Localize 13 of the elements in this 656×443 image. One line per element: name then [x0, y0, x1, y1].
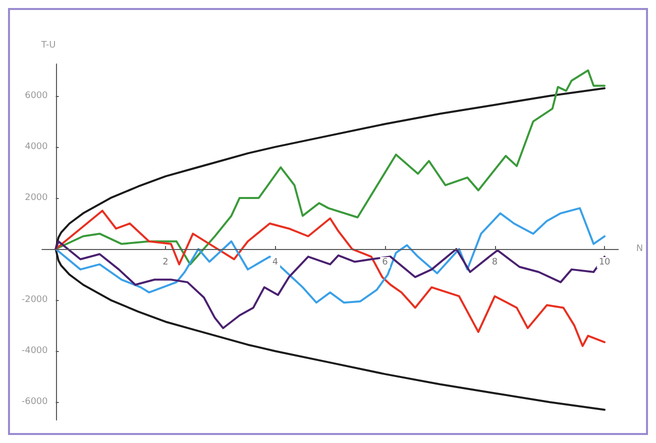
y-axis-title: T-U — [40, 40, 56, 50]
y-tick-label: -4000 — [22, 346, 48, 356]
y-tick-label: -2000 — [22, 295, 48, 306]
x-tick-label: 10 — [598, 258, 611, 268]
x-tick-label: 4 — [272, 258, 278, 268]
y-tick-label: -6000 — [22, 397, 48, 408]
y-tick-label: 6000 — [24, 90, 48, 101]
x-tick-label: 6 — [382, 258, 388, 268]
x-tick-label: 8 — [492, 258, 498, 268]
y-tick-label: 2000 — [24, 192, 48, 203]
x-tick-label: 2 — [162, 258, 168, 268]
x-axis-title: N — [636, 244, 643, 254]
y-tick-label: 4000 — [24, 142, 48, 152]
